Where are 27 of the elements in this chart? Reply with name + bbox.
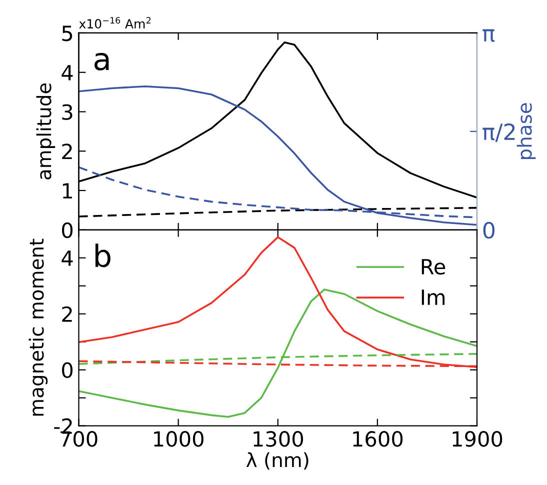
y-tick-label: 4 [62,65,73,80]
x-tick-label: 1000 [154,431,204,447]
y-axis-title: magnetic moment [28,238,48,416]
annotation: b [95,244,110,268]
x-tick-label: 1600 [353,431,403,447]
line-series [78,288,477,418]
x-tick-label: 1300 [254,431,303,447]
y-tick-label: 2 [62,306,72,322]
legend-label: Re [422,259,446,275]
text: x10$^{−16}$ Am$^{2}$ [79,17,151,28]
line-series [78,85,477,226]
y-axis-title: amplitude [36,83,56,180]
y2-tick-label: π/2 [482,123,515,142]
y2-tick-label: 0 [483,222,495,239]
y2-axis-title: phase [516,103,536,160]
x-axis-title: λ (nm) [246,452,308,470]
x-tick-label: 1900 [452,431,502,447]
y-tick-label: 1 [62,183,72,198]
y-tick-label: 5 [62,26,72,42]
y2-tick-label: π [482,29,495,42]
y-tick-label: 0 [62,362,73,378]
y-tick-label: 2 [62,144,72,160]
y-tick-label: 0 [62,222,73,238]
y-tick-label: 3 [62,104,72,120]
annotation: a [94,52,109,70]
legend-label: Im [422,290,445,305]
y-tick-label: 4 [62,250,73,266]
